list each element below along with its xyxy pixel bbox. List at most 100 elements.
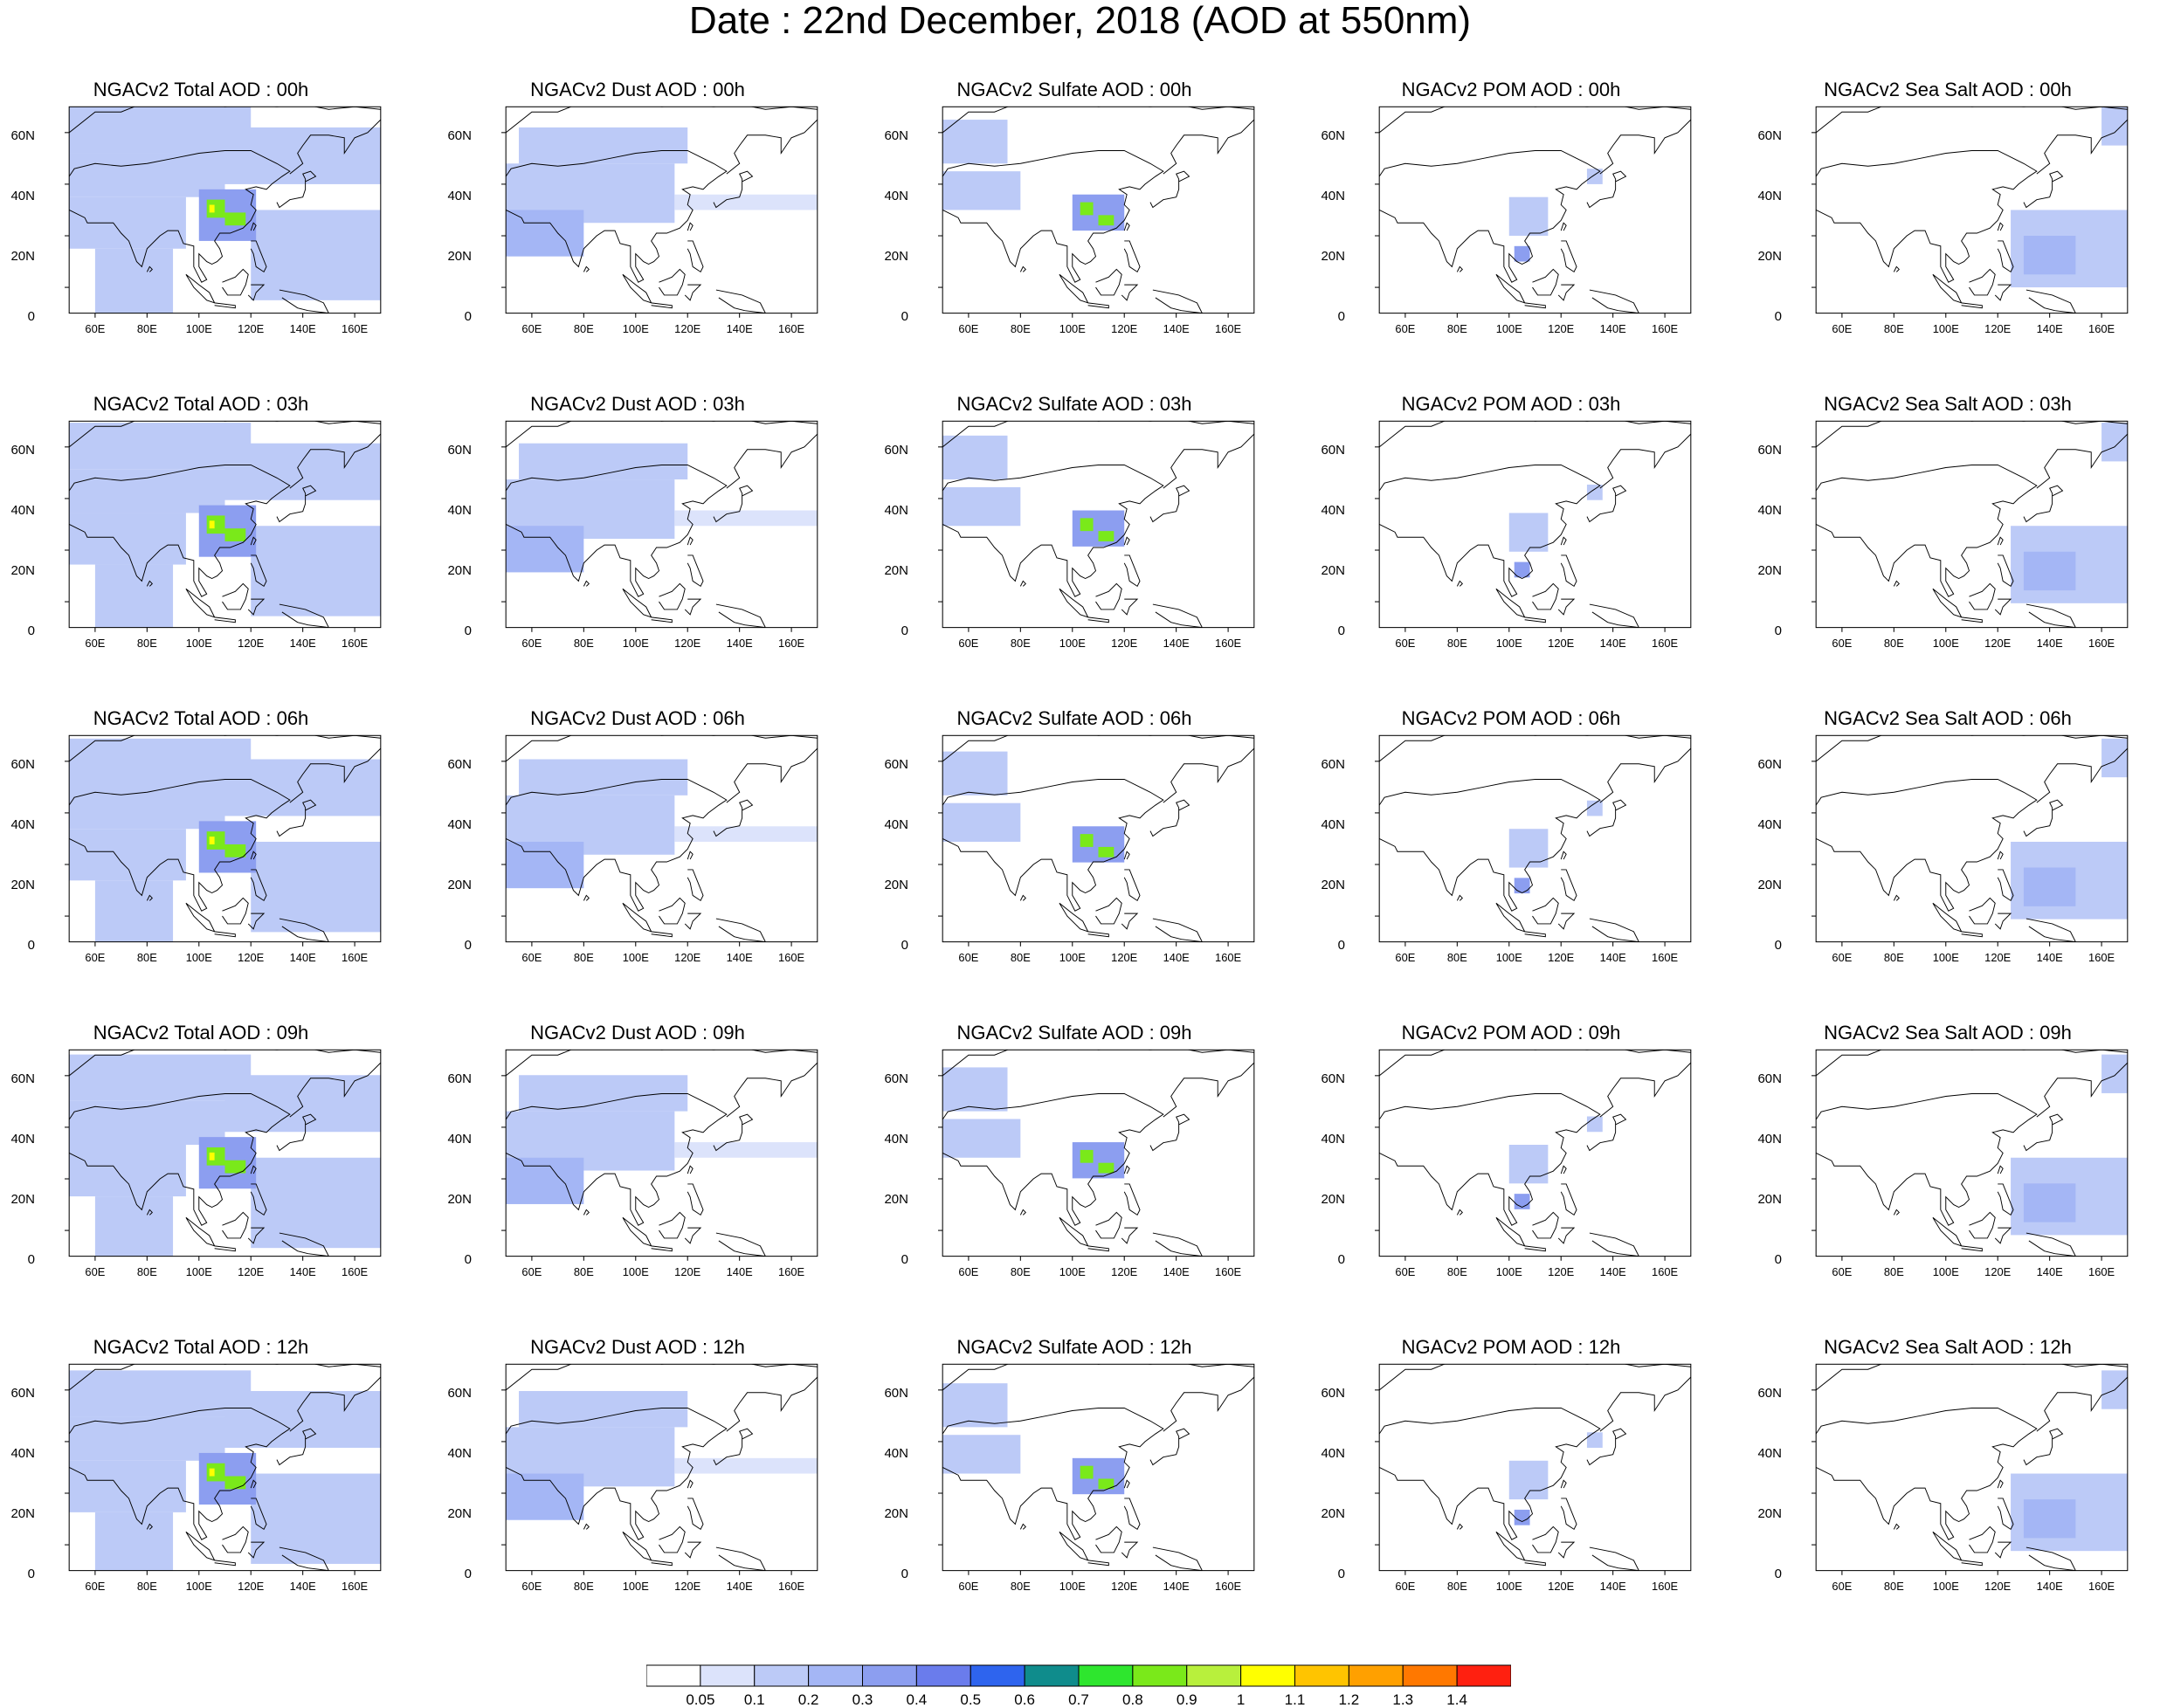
lat-tick-label: 20N (447, 1191, 472, 1207)
lon-tick-label: 80E (1884, 951, 1904, 964)
coastline (1816, 1364, 2128, 1571)
lat-tick-label: 60N (1757, 443, 1782, 458)
map-frame (1815, 106, 2129, 314)
coastline-segment (1019, 265, 1026, 272)
coastline-segment (684, 1227, 702, 1244)
lon-tick-label: 100E (623, 951, 649, 964)
lon-tick-label: 140E (727, 1265, 753, 1278)
lat-tick-label: 0 (901, 1251, 908, 1267)
coastline-segment (1961, 931, 1983, 938)
coastline-segment (1816, 1364, 2128, 1391)
coastline-segment (942, 465, 1164, 597)
lon-tick-label: 80E (574, 951, 594, 964)
coastline-segment (1524, 302, 1546, 309)
coastline-segment (1163, 119, 1254, 175)
coastline-segment (250, 240, 267, 273)
coastline-segment (1379, 150, 1601, 283)
lon-tick-label: 140E (1600, 322, 1626, 335)
coastline-segment (1893, 265, 1900, 272)
coastline-segment (247, 913, 266, 930)
map-panel-total-1: NGACv2 Total AOD : 03h 60E 80E 100E 120E 140E… (0, 393, 402, 690)
coastline-segment (222, 268, 249, 296)
aod-cell (1508, 1145, 1549, 1184)
coastline-segment (651, 302, 673, 309)
coastline-segment (1599, 747, 1691, 803)
coastline-segment (1087, 1245, 1109, 1252)
aod-cell (1514, 878, 1530, 894)
map-plot: 60E 80E 100E 120E 140E 160E (1812, 1363, 2129, 1593)
coastline-segment (69, 1093, 291, 1226)
lon-tick-label: 140E (1163, 322, 1190, 335)
lon-tick-label: 120E (1111, 1580, 1137, 1593)
lon-tick-label: 140E (727, 951, 753, 964)
aod-field (69, 423, 381, 628)
coastline-segment (1019, 894, 1026, 901)
lon-tick-label: 120E (1984, 951, 2011, 964)
map-plot: 60E 80E 100E 120E 140E 160E (938, 1363, 1255, 1593)
aod-field (2011, 423, 2128, 603)
panel-title: NGACv2 POM AOD : 00h (1401, 79, 1621, 100)
coastline-segment (1997, 554, 2014, 588)
aod-cell (69, 1145, 186, 1197)
lon-tick-label: 120E (238, 1580, 264, 1593)
coastline-segment (214, 1245, 236, 1252)
lon-tick-label: 60E (521, 322, 542, 335)
lon-tick-label: 120E (1984, 637, 2011, 650)
panel-title: NGACv2 POM AOD : 03h (1401, 393, 1621, 415)
coastline-segment (1379, 1408, 1601, 1540)
lon-tick-label: 80E (574, 1580, 594, 1593)
coastline-segment (69, 150, 291, 283)
coastline-segment (1969, 582, 1996, 610)
coastline-segment (2036, 747, 2128, 803)
lat-tick-label: 60N (1757, 1386, 1782, 1402)
lon-tick-label: 60E (521, 637, 542, 650)
map-panel-pom-0: NGACv2 POM AOD : 00h 60E 80E 100E 120E 140E 16… (1310, 79, 1712, 375)
lon-tick-label: 160E (2088, 1580, 2115, 1593)
lon-tick-label: 160E (1652, 1265, 1678, 1278)
coastline (506, 421, 818, 628)
coastline-segment (1589, 603, 1639, 628)
lat-tick-label: 40N (447, 1446, 472, 1462)
lat-tick-label: 40N (447, 189, 472, 204)
lon-tick-label: 140E (1163, 1265, 1190, 1278)
colorbar-swatch (1240, 1664, 1295, 1687)
map-plot: 60E 80E 100E 120E 140E 160E (65, 734, 382, 964)
colorbar-label: 0.5 (960, 1691, 981, 1708)
colorbar-label: 0.05 (686, 1691, 714, 1708)
coastline-segment (1149, 485, 1190, 523)
lon-tick-label: 80E (1011, 637, 1031, 650)
aod-cell (674, 1142, 818, 1158)
lat-tick-label: 0 (27, 623, 35, 638)
coastline-segment (1495, 1531, 1526, 1561)
coastline (506, 1050, 818, 1257)
aod-cell (519, 127, 688, 164)
coastline-segment (1123, 869, 1141, 902)
coastline-segment (146, 265, 153, 272)
lon-tick-label: 160E (778, 1265, 804, 1278)
coastline-segment (1152, 289, 1203, 313)
coastline-segment (1163, 1062, 1254, 1118)
coastline-segment (506, 150, 728, 283)
aod-cell (1586, 1116, 1603, 1133)
coastline-segment (1524, 1245, 1546, 1252)
coastline-segment (1163, 433, 1254, 489)
aod-cell (206, 515, 225, 534)
coastline (1379, 107, 1691, 313)
lon-tick-label: 60E (85, 1265, 105, 1278)
aod-cell (2101, 738, 2128, 778)
coastline-segment (1816, 1050, 2128, 1077)
map-frame (1378, 420, 1692, 629)
colorbar-swatch (862, 1664, 917, 1687)
coastline-segment (247, 598, 266, 616)
aod-cell (206, 1463, 225, 1482)
coastline-segment (713, 1428, 754, 1466)
aod-cell (519, 443, 688, 480)
lat-tick-label: 60N (10, 1386, 35, 1402)
coastline-segment (1379, 1093, 1601, 1226)
lon-tick-label: 60E (1832, 637, 1852, 650)
aod-cell (209, 520, 215, 529)
aod-cell (1508, 1460, 1549, 1500)
coastline-segment (1599, 1062, 1691, 1118)
coastline-segment (1557, 284, 1576, 301)
lat-tick-label: 60N (884, 757, 908, 773)
